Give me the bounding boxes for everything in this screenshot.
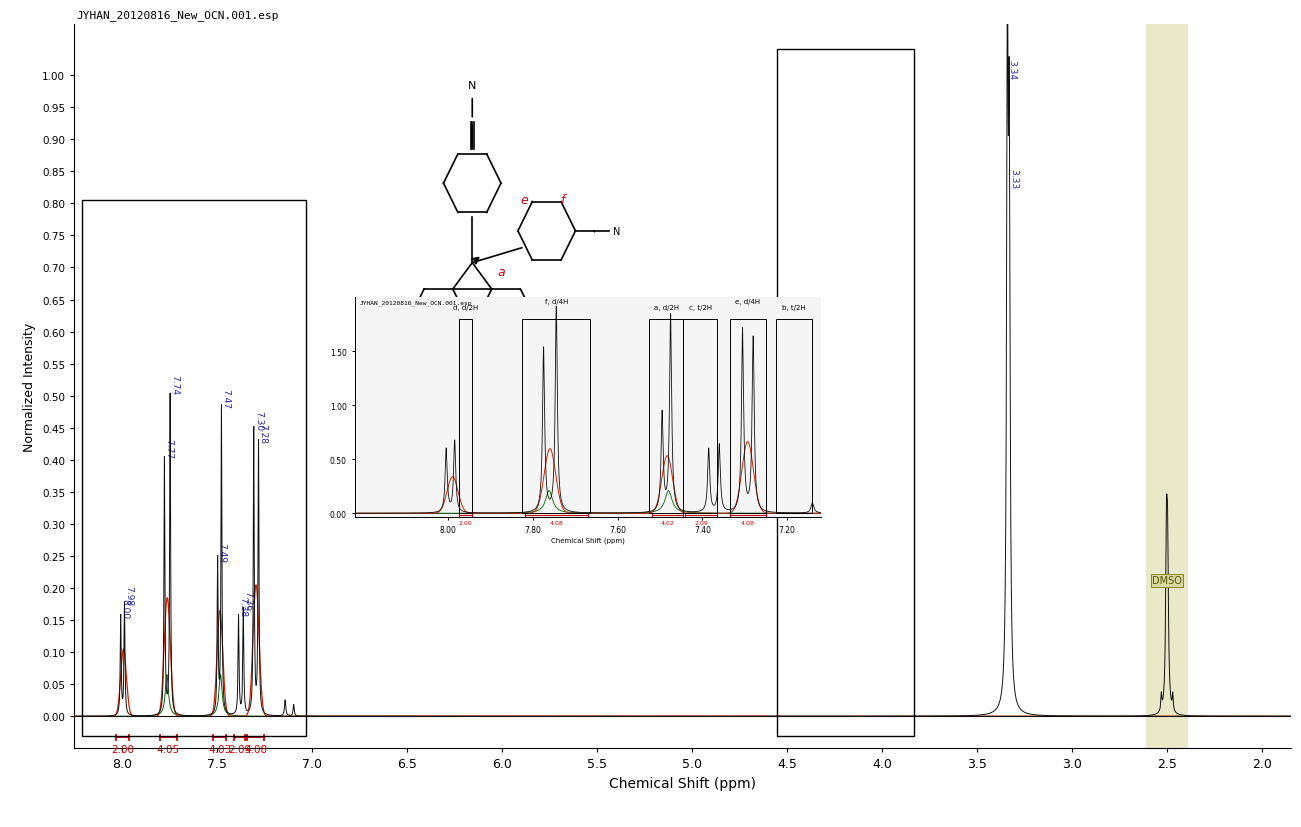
Text: 4.03: 4.03 xyxy=(208,744,232,754)
Text: 2.09: 2.09 xyxy=(695,520,708,525)
Text: 2.00: 2.00 xyxy=(458,520,472,525)
Text: e: e xyxy=(520,194,528,207)
Text: DMSO: DMSO xyxy=(1153,576,1183,586)
Text: JYHAN_20120816_New_OCN.001.esp: JYHAN_20120816_New_OCN.001.esp xyxy=(360,300,472,305)
Bar xyxy=(730,319,766,514)
Text: N: N xyxy=(468,81,476,91)
Text: 7.38: 7.38 xyxy=(238,596,247,616)
Text: 4.02: 4.02 xyxy=(661,520,674,525)
Bar xyxy=(82,201,306,736)
Bar xyxy=(459,319,472,514)
Text: 7.36: 7.36 xyxy=(243,590,252,610)
Text: 8.00: 8.00 xyxy=(121,598,130,619)
Bar xyxy=(777,319,812,514)
Bar xyxy=(1146,0,1188,748)
Text: d: d xyxy=(412,355,420,367)
Text: 3.33: 3.33 xyxy=(1010,169,1019,189)
Text: 4.05: 4.05 xyxy=(156,744,180,754)
Text: f: f xyxy=(559,194,565,207)
Text: 7.98: 7.98 xyxy=(125,586,134,605)
Text: JYHAN_20120816_New_OCN.001.esp: JYHAN_20120816_New_OCN.001.esp xyxy=(77,10,280,22)
Text: e, d/4H: e, d/4H xyxy=(735,299,760,304)
Bar xyxy=(523,319,591,514)
Bar xyxy=(683,319,717,514)
Text: 3.34: 3.34 xyxy=(1007,60,1016,80)
Text: d, d/2H: d, d/2H xyxy=(453,304,477,311)
Text: 7.74: 7.74 xyxy=(170,374,180,394)
Text: 2.00: 2.00 xyxy=(111,744,134,754)
Text: 4.08: 4.08 xyxy=(742,520,755,525)
Text: 7.77: 7.77 xyxy=(164,438,173,458)
Text: 2.09: 2.09 xyxy=(228,744,251,754)
Text: f, d/4H: f, d/4H xyxy=(545,299,569,304)
Y-axis label: Normalized Intensity: Normalized Intensity xyxy=(23,322,36,452)
Text: a: a xyxy=(497,265,505,278)
Text: N: N xyxy=(613,227,621,237)
Text: 7.49: 7.49 xyxy=(217,542,226,562)
Text: 7.47: 7.47 xyxy=(221,388,230,409)
Text: 4.08: 4.08 xyxy=(549,520,563,525)
Text: c: c xyxy=(488,355,494,367)
Text: c, t/2H: c, t/2H xyxy=(688,304,712,311)
Text: b: b xyxy=(524,337,532,350)
X-axis label: Chemical Shift (ppm): Chemical Shift (ppm) xyxy=(609,776,756,790)
Bar xyxy=(649,319,683,514)
Text: a, d/2H: a, d/2H xyxy=(654,304,679,311)
Text: 7.30: 7.30 xyxy=(254,410,263,431)
Text: 7.28: 7.28 xyxy=(259,423,268,443)
Bar xyxy=(778,50,915,736)
X-axis label: Chemical Shift (ppm): Chemical Shift (ppm) xyxy=(552,537,624,543)
Text: 4.08: 4.08 xyxy=(245,744,267,754)
Text: b, t/2H: b, t/2H xyxy=(782,304,807,311)
